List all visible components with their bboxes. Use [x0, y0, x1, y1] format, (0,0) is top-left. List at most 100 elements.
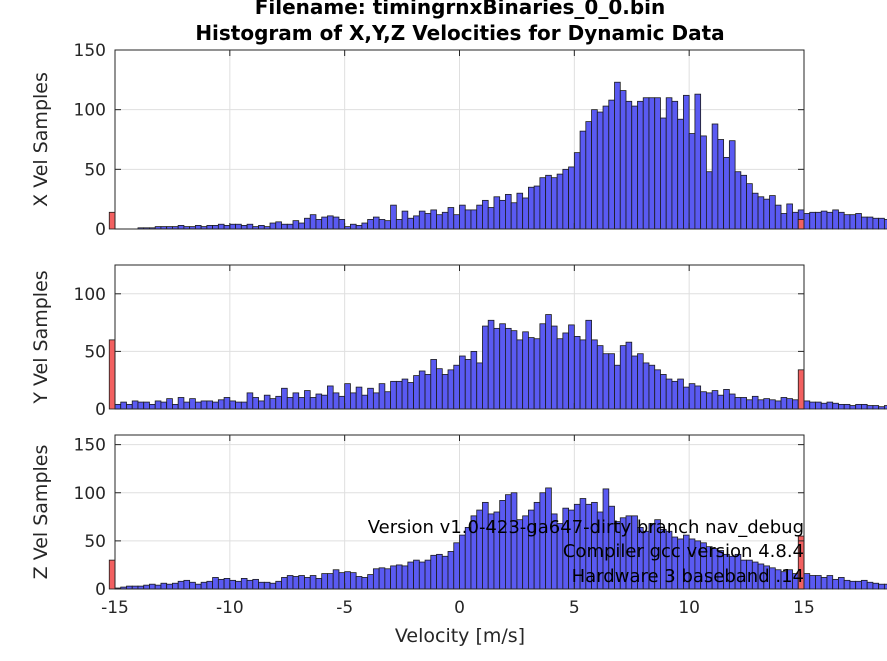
- annotation-compiler: Compiler gcc version 4.8.4: [563, 541, 804, 562]
- histogram-bar: [252, 397, 259, 410]
- histogram-bar: [751, 192, 759, 230]
- histogram-bar: [728, 393, 736, 410]
- histogram-bar: [177, 580, 185, 590]
- histogram-bar: [855, 213, 862, 230]
- histogram-bar: [550, 325, 558, 410]
- histogram-bar: [482, 199, 489, 230]
- histogram-bar: [298, 575, 305, 590]
- histogram-bar: [114, 403, 122, 410]
- histogram-bar: [338, 572, 346, 590]
- histogram-bar: [327, 215, 334, 230]
- histogram-bar: [258, 225, 265, 230]
- histogram-bar: [809, 211, 816, 230]
- histogram-bar: [401, 378, 409, 410]
- overflow-bar: [797, 369, 805, 410]
- y-axis-label: X Vel Samples: [30, 72, 52, 207]
- histogram-bar: [602, 105, 610, 230]
- histogram-bar: [361, 577, 369, 590]
- histogram-bar: [510, 492, 518, 590]
- histogram-bar: [212, 577, 219, 590]
- histogram-bar: [683, 386, 690, 410]
- y-tick-label: 150: [74, 436, 106, 456]
- histogram-bar: [200, 400, 208, 410]
- histogram-bar: [550, 177, 558, 230]
- histogram-bar: [413, 215, 420, 230]
- histogram-bar: [172, 582, 179, 590]
- histogram-bar: [700, 135, 707, 230]
- histogram-bar: [872, 405, 880, 410]
- histogram-bar: [717, 139, 725, 230]
- histogram-bar: [436, 553, 443, 590]
- histogram-bar: [459, 534, 466, 590]
- histogram-bar: [539, 492, 547, 590]
- histogram-bar: [642, 362, 650, 410]
- histogram-bar: [447, 551, 455, 590]
- histogram-bar: [596, 111, 604, 230]
- x-axis-label: Velocity [m/s]: [395, 625, 525, 647]
- histogram-bar: [321, 573, 328, 590]
- histogram-bar: [378, 219, 386, 230]
- histogram-bar: [252, 578, 259, 590]
- histogram-bar: [281, 387, 288, 410]
- histogram-bar: [189, 398, 196, 410]
- histogram-bar: [177, 225, 185, 230]
- histogram-bar: [413, 559, 420, 590]
- histogram-bar: [510, 330, 518, 410]
- histogram-bar: [263, 581, 271, 590]
- histogram-bar: [642, 97, 650, 230]
- histogram-bar: [711, 390, 719, 410]
- histogram-bar: [235, 401, 242, 410]
- histogram-bar: [579, 339, 587, 410]
- histogram-bar: [660, 117, 667, 230]
- histogram-bar: [206, 580, 214, 590]
- histogram-bar: [120, 401, 127, 410]
- histogram-bar: [160, 401, 168, 410]
- histogram-bar: [614, 364, 621, 410]
- histogram-bar: [453, 214, 460, 230]
- histogram-bar: [166, 583, 173, 590]
- histogram-bar: [849, 214, 857, 230]
- histogram-bar: [194, 225, 202, 230]
- histogram-bar: [878, 217, 885, 230]
- histogram-bar: [154, 584, 162, 590]
- histogram-bar: [246, 392, 254, 410]
- histogram-bar: [826, 401, 834, 410]
- histogram-bar: [217, 399, 225, 410]
- histogram-bar: [608, 99, 615, 230]
- histogram-bar: [734, 171, 742, 230]
- histogram-bar: [229, 223, 236, 230]
- histogram-bar: [838, 403, 845, 410]
- histogram-bar: [677, 378, 684, 410]
- histogram-bar: [556, 173, 564, 230]
- histogram-bar: [728, 140, 736, 230]
- histogram-bar: [476, 362, 483, 410]
- y-tick-label: 0: [95, 220, 106, 240]
- histogram-bar: [510, 202, 518, 230]
- histogram-bar: [304, 390, 311, 410]
- histogram-bar: [832, 209, 839, 230]
- histogram-bar: [269, 222, 277, 230]
- histogram-bar: [591, 109, 598, 230]
- histogram-bar: [878, 406, 885, 410]
- x-tick-label: 0: [454, 598, 465, 618]
- histogram-bar: [505, 193, 512, 230]
- histogram-bar: [384, 568, 392, 590]
- histogram-bar: [418, 370, 426, 410]
- histogram-bar: [505, 494, 512, 590]
- histogram-bar: [855, 403, 862, 410]
- histogram-bar: [206, 225, 214, 230]
- underflow-bar: [108, 339, 116, 410]
- histogram-bar: [143, 401, 150, 410]
- histogram-bar: [269, 582, 277, 590]
- annotation-hardware: Hardware 3 baseband .14: [572, 566, 804, 587]
- histogram-bar: [843, 214, 851, 230]
- histogram-bar: [688, 383, 696, 410]
- histogram-bar: [878, 583, 885, 590]
- histogram-bar: [528, 186, 535, 230]
- histogram-bar: [533, 501, 541, 590]
- histogram-bar: [424, 374, 432, 410]
- histogram-bar: [200, 581, 208, 590]
- x-tick-labels: -15 -10 -5 0 5 10 15: [101, 598, 815, 618]
- histogram-bar: [769, 195, 776, 230]
- y-tick-label: 50: [84, 532, 106, 552]
